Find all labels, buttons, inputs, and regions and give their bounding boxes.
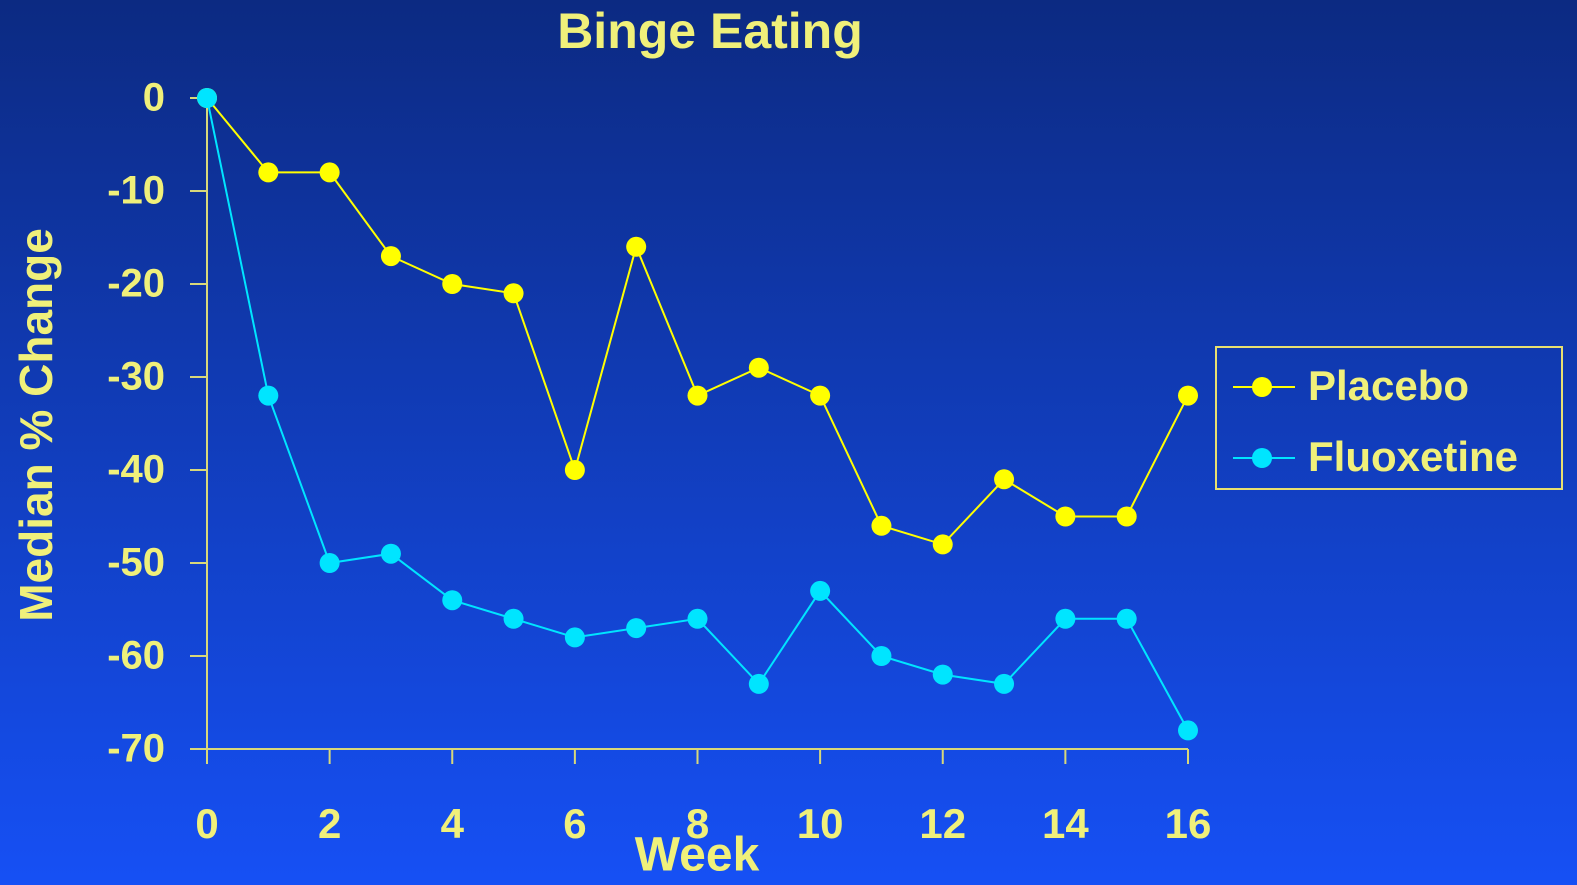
data-point [871,646,892,666]
y-tick-label: -60 [107,634,165,678]
y-tick-label: -20 [107,262,165,306]
x-tick-label: 4 [441,800,465,847]
legend-box [1215,346,1563,490]
data-point [1055,506,1076,527]
data-point [687,608,708,629]
data-point [197,88,217,108]
data-point [319,162,340,183]
data-point [564,460,585,480]
y-tick-label: -30 [107,355,165,399]
data-point [380,543,401,564]
data-point [687,385,708,406]
data-point [1178,385,1198,406]
x-tick-label: 0 [195,800,218,847]
data-point [994,673,1015,694]
data-point [1178,720,1198,741]
y-tick-label: -70 [107,727,165,771]
data-point [503,608,524,629]
legend-label: Placebo [1308,362,1469,409]
data-point [380,246,401,267]
data-point [1116,506,1137,527]
data-point [564,627,585,648]
legend-marker [1252,377,1272,397]
data-point [503,283,524,304]
data-point [1116,608,1137,629]
data-point [626,618,647,639]
y-tick-label: 0 [143,76,165,120]
y-axis-label: Median % Change [10,228,62,622]
chart-title: Binge Eating [557,3,863,59]
x-tick-label: 10 [797,800,844,847]
data-point [442,590,463,611]
data-point [810,580,831,601]
x-axis-label: Week [635,829,760,882]
data-point [932,664,953,685]
legend-marker [1252,448,1272,468]
y-tick-label: -10 [107,169,165,213]
x-tick-label: 8 [686,800,709,847]
x-tick-label: 2 [318,800,341,847]
data-point [932,534,953,555]
y-tick-label: -50 [107,541,165,585]
legend-label: Fluoxetine [1308,433,1518,480]
x-tick-label: 16 [1165,800,1212,847]
data-point [871,515,892,536]
data-point [442,274,463,294]
data-point [748,673,769,694]
data-point [319,553,340,573]
data-point [258,162,279,183]
x-tick-label: 14 [1042,800,1089,847]
x-tick-label: 12 [919,800,966,847]
data-point [994,469,1015,490]
x-tick-label: 6 [563,800,586,847]
y-tick-label: -40 [107,448,165,492]
data-point [258,385,279,406]
data-point [1055,608,1076,629]
data-point [810,385,831,406]
data-point [626,236,647,257]
data-point [748,357,769,378]
